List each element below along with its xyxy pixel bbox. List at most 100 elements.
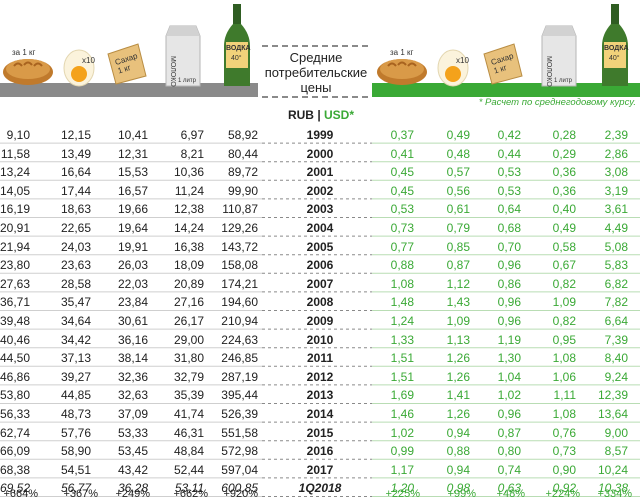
usd-growth-cell: +48% <box>496 488 525 500</box>
currency-sep: | <box>317 108 321 122</box>
usd-price-cell: 1,41 <box>446 388 470 403</box>
rub-price-cell: 19,64 <box>117 221 148 235</box>
rub-price-cell: 11,24 <box>174 183 204 198</box>
usd-price-cell: 0,92 <box>552 481 576 496</box>
usd-price-cell: 0,36 <box>552 165 576 180</box>
usd-price-cell: 0,73 <box>390 221 414 235</box>
usd-price-cell: 0,53 <box>390 202 414 217</box>
title-divider-top <box>262 45 368 47</box>
rub-price-cell: 10,41 <box>117 128 148 142</box>
rub-price-cell: 551,58 <box>221 425 258 440</box>
rub-price-cell: 54,51 <box>60 462 91 477</box>
rub-price-cell: 194,60 <box>221 295 258 310</box>
eggs-icon-usd: x10 <box>432 44 476 88</box>
year-cell: 2007 <box>306 276 334 291</box>
usd-price-cell: 2,86 <box>604 146 628 161</box>
table-row: 53,80 44,85 32,63 35,39 395,44 2013 1,69 1,41 1,… <box>0 384 640 407</box>
rub-price-cell: 9,10 <box>6 128 30 142</box>
rub-price-cell: 18,63 <box>60 202 91 217</box>
year-cell: 2003 <box>306 202 334 217</box>
rub-price-cell: 32,63 <box>117 388 148 403</box>
rub-price-cell: 13,49 <box>60 146 91 161</box>
usd-price-cell: 0,57 <box>446 165 470 180</box>
rub-price-cell: 99,90 <box>227 183 258 198</box>
milk-label-usd: МОЛОКО <box>545 56 552 87</box>
usd-price-cell: 0,36 <box>552 183 576 198</box>
usd-price-cell: 1,08 <box>552 351 576 366</box>
table-row: 27,63 28,58 22,03 20,89 174,21 2007 1,08 1,12 0,… <box>0 273 640 296</box>
rub-price-cell: 58,92 <box>227 128 258 142</box>
usd-price-cell: 8,57 <box>604 444 628 459</box>
year-cell: 2008 <box>306 295 334 310</box>
year-cell: 2011 <box>306 351 334 366</box>
usd-price-cell: 1,04 <box>497 369 521 384</box>
usd-price-cell: 1,51 <box>390 351 414 366</box>
eggs-count-label: x10 <box>82 56 95 65</box>
rub-price-cell: 15,53 <box>117 165 148 180</box>
rub-price-cell: 22,03 <box>117 276 148 291</box>
usd-price-cell: 0,49 <box>446 128 470 142</box>
usd-price-cell: 7,39 <box>604 332 628 347</box>
usd-price-cell: 0,37 <box>390 128 414 142</box>
usd-price-cell: 1,24 <box>390 314 414 328</box>
usd-price-cell: 0,85 <box>446 239 470 254</box>
usd-price-cell: 9,24 <box>604 369 628 384</box>
title-line-1: Средние <box>289 50 343 65</box>
usd-price-cell: 0,82 <box>552 314 576 328</box>
rub-price-cell: 48,73 <box>60 407 91 421</box>
usd-price-cell: 0,40 <box>552 202 576 217</box>
rub-growth-cell: +367% <box>63 488 98 500</box>
milk-label: МОЛОКО <box>169 56 176 87</box>
usd-price-cell: 0,87 <box>497 425 521 440</box>
usd-price-cell: 0,82 <box>552 276 576 291</box>
usd-price-cell: 0,79 <box>446 221 470 235</box>
usd-price-cell: 0,61 <box>446 202 470 217</box>
usd-price-cell: 1,02 <box>390 425 414 440</box>
usd-price-cell: 1,26 <box>446 369 470 384</box>
usd-price-cell: 5,08 <box>604 239 628 254</box>
year-cell: 2000 <box>306 146 334 161</box>
year-cell: 1Q2018 <box>298 481 342 496</box>
rub-price-cell: 30,61 <box>117 314 148 328</box>
vodka-label: ВОДКА <box>226 45 251 52</box>
rub-price-cell: 20,91 <box>0 221 30 235</box>
rub-price-cell: 31,80 <box>173 351 204 366</box>
table-row: 66,09 58,90 53,45 48,84 572,98 2016 0,99 0,88 0,… <box>0 440 640 463</box>
usd-price-cell: 0,44 <box>497 146 521 161</box>
rub-price-cell: 12,31 <box>117 146 148 161</box>
rub-price-cell: 53,33 <box>117 425 148 440</box>
sugar-icon-usd: Сахар 1 кг <box>480 40 526 86</box>
rub-price-cell: 600,85 <box>221 481 258 496</box>
usd-price-cell: 3,08 <box>604 165 628 180</box>
usd-price-cell: 0,77 <box>390 239 414 254</box>
rub-price-cell: 28,58 <box>60 276 91 291</box>
rub-price-cell: 52,44 <box>173 462 204 477</box>
usd-price-cell: 0,64 <box>497 202 521 217</box>
usd-price-cell: 13,64 <box>597 407 628 421</box>
rub-price-cell: 34,42 <box>60 332 91 347</box>
usd-price-cell: 1,30 <box>497 351 521 366</box>
year-cell: 2006 <box>306 258 334 273</box>
rub-price-cell: 29,00 <box>173 332 204 347</box>
exchange-rate-note: * Расчет по среднегодовому курсу. <box>478 97 636 108</box>
rub-price-cell: 395,44 <box>221 388 258 403</box>
milk-icon: МОЛОКО 1 литр <box>164 20 202 88</box>
year-cell: 2004 <box>306 221 334 235</box>
rub-price-cell: 43,42 <box>117 462 148 477</box>
usd-price-cell: 1,26 <box>446 351 470 366</box>
vodka-icon: ВОДКА 40° <box>220 2 254 88</box>
usd-price-cell: 1,06 <box>552 369 576 384</box>
usd-growth-cell: +224% <box>545 488 580 500</box>
usd-price-cell: 0,94 <box>446 462 470 477</box>
rub-price-cell: 27,16 <box>173 295 204 310</box>
usd-price-cell: 6,64 <box>604 314 628 328</box>
usd-price-cell: 1,08 <box>552 407 576 421</box>
year-cell: 2001 <box>306 165 334 180</box>
usd-price-cell: 0,63 <box>497 481 521 496</box>
rub-price-cell: 13,24 <box>0 165 30 180</box>
milk-volume-label-usd: 1 литр <box>554 78 572 84</box>
table-row: 62,74 57,76 53,33 46,31 551,58 2015 1,02 0,94 0,… <box>0 422 640 445</box>
usd-price-cell: 0,45 <box>390 165 414 180</box>
usd-price-cell: 0,49 <box>552 221 576 235</box>
rub-price-cell: 12,38 <box>173 202 204 217</box>
